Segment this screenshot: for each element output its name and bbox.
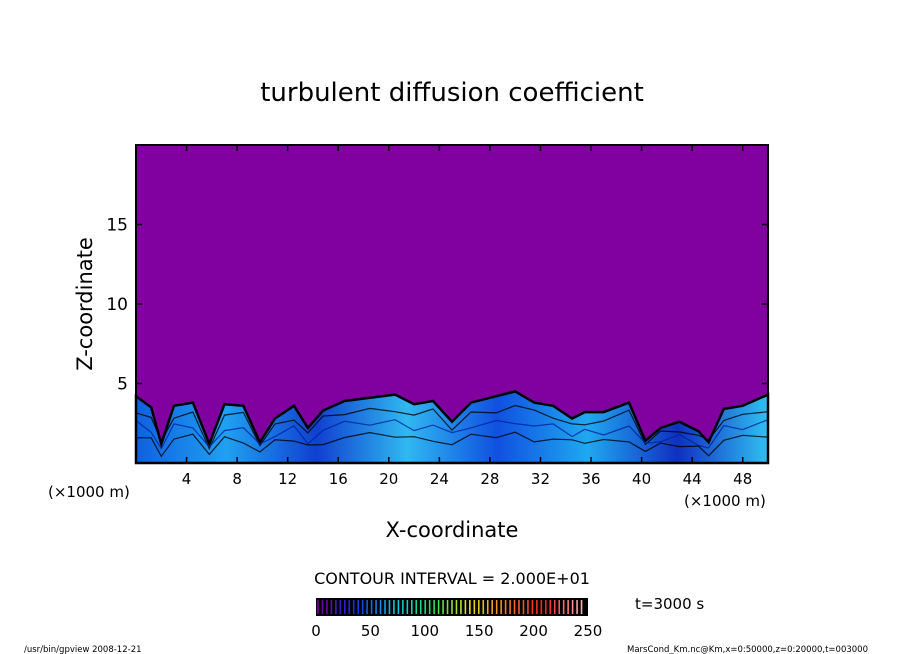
x-tick-label: 16 — [329, 470, 348, 488]
time-label: t=3000 s — [635, 595, 704, 613]
colorbar-tick-label: 200 — [519, 622, 548, 640]
colorbar-tick-label: 150 — [465, 622, 494, 640]
x-tick-label: 12 — [278, 470, 297, 488]
x-tick-labels: 4 8 12 16 20 24 28 32 36 40 44 48 — [182, 470, 752, 488]
footer-left: /usr/bin/gpview 2008-12-21 — [24, 645, 142, 654]
x-unit-label-left: (×1000 m) — [48, 483, 130, 501]
colorbar: 0 50 100 150 200 250 — [311, 598, 602, 640]
x-tick-label: 8 — [232, 470, 242, 488]
x-tick-label: 20 — [379, 470, 398, 488]
plot-area — [134, 144, 770, 465]
colorbar-tick-label: 0 — [311, 622, 321, 640]
footer-right: MarsCond_Km.nc@Km,x=0:50000,z=0:20000,t=… — [627, 645, 868, 654]
colorbar-tick-label: 250 — [574, 622, 603, 640]
x-tick-label: 24 — [430, 470, 449, 488]
x-tick-label: 36 — [581, 470, 600, 488]
y-tick-label: 15 — [106, 216, 128, 236]
contour-interval-label: CONTOUR INTERVAL = 2.000E+01 — [314, 569, 590, 588]
x-axis-label: X-coordinate — [386, 518, 519, 542]
colorbar-tick-label: 50 — [361, 622, 380, 640]
y-tick-label: 5 — [117, 375, 128, 395]
x-tick-label: 48 — [733, 470, 752, 488]
x-tick-label: 44 — [683, 470, 702, 488]
x-tick-label: 32 — [531, 470, 550, 488]
turbulent-layer — [134, 390, 770, 465]
x-unit-label-right: (×1000 m) — [684, 492, 766, 510]
x-tick-label: 4 — [182, 470, 192, 488]
chart-title: turbulent diffusion coefficient — [260, 78, 644, 108]
y-tick-labels: 5 10 15 — [106, 216, 128, 395]
contour-line — [135, 404, 769, 463]
contour-line — [135, 419, 769, 463]
contour-line — [135, 431, 769, 463]
y-tick-label: 10 — [106, 295, 128, 315]
colorbar-tick-label: 100 — [410, 622, 439, 640]
x-tick-label: 40 — [632, 470, 651, 488]
y-axis-label: Z-coordinate — [73, 237, 97, 371]
x-tick-label: 28 — [480, 470, 499, 488]
